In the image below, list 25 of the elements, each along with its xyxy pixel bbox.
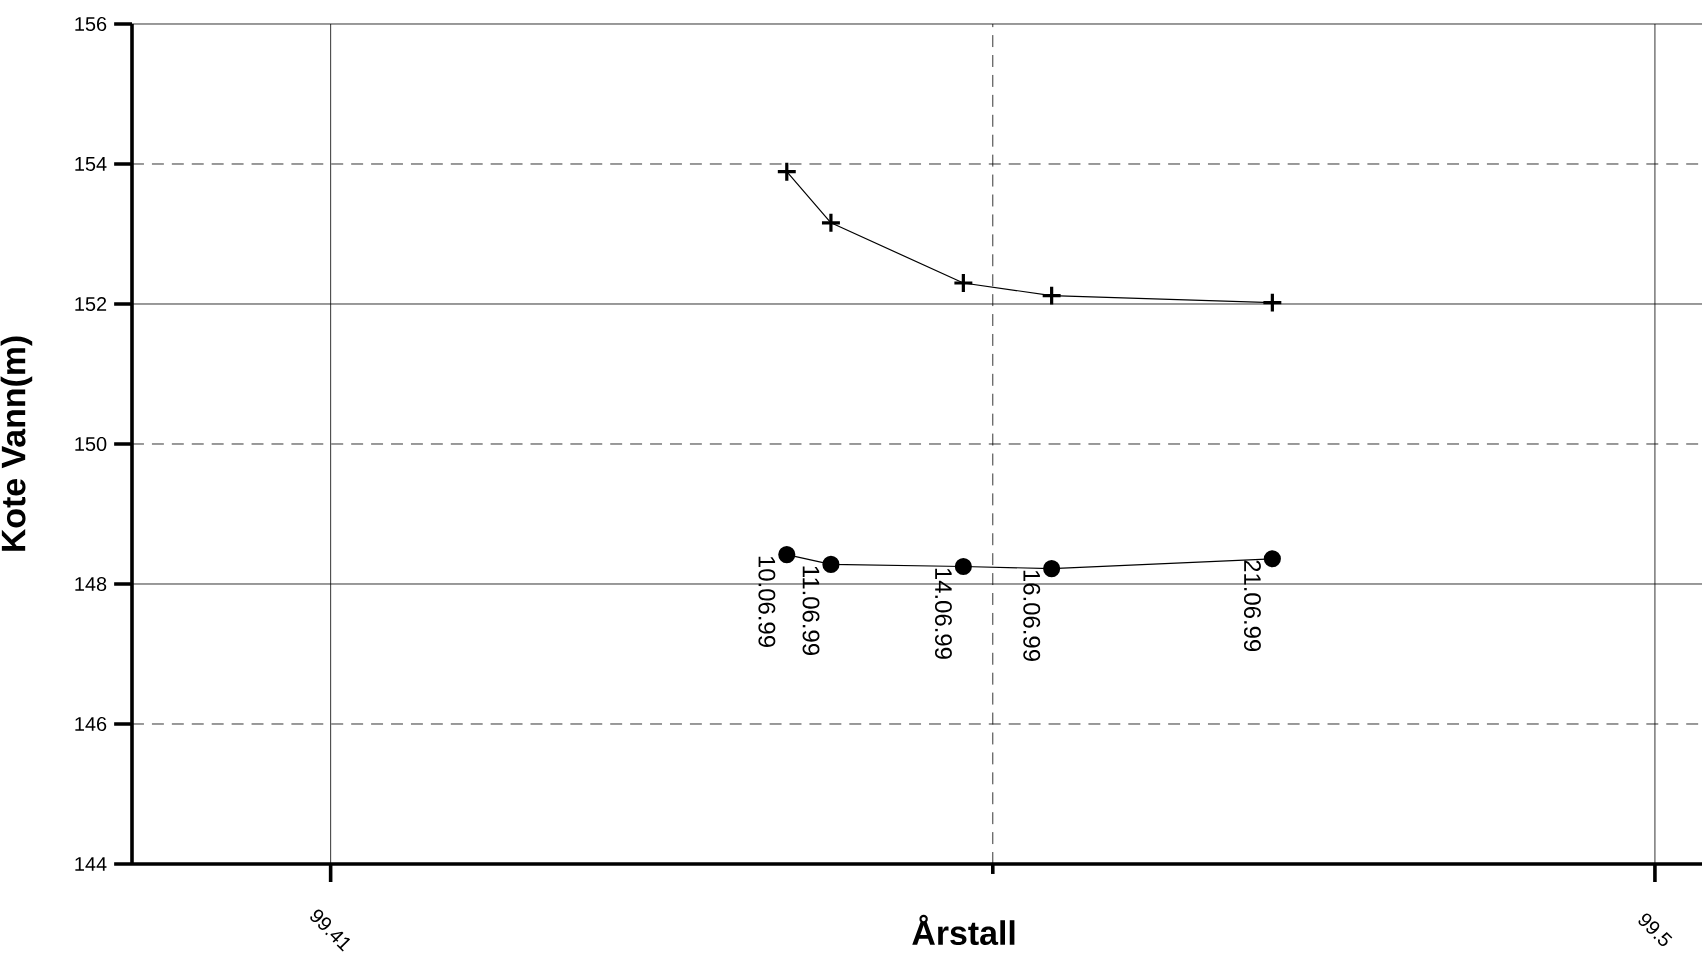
point [822,555,840,573]
annotation: 10.06.99 [758,556,776,647]
point [776,161,798,183]
y-tick-label: 156 [75,16,107,32]
point [1041,285,1063,307]
y-tick-label: 144 [75,857,107,871]
annotation: 16.06.99 [1023,570,1041,661]
x-tick-label: 99.5 [1638,913,1673,947]
annotation: 21.06.99 [1243,560,1261,652]
y-axis-title: Kote Vann(m) [0,336,33,551]
point [954,557,972,576]
y-tick-label: 146 [75,716,107,732]
y-tick-label: 148 [75,576,107,592]
annotation: 11.06.99 [802,566,820,655]
point [1043,560,1061,578]
point [1261,292,1283,314]
point [952,272,974,294]
y-tick-label: 152 [75,296,107,312]
y-tick-label: 150 [75,436,107,452]
point [820,212,842,234]
point [1263,550,1281,568]
x-axis-title: Årstall [912,914,1015,946]
point [778,546,796,564]
y-tick-label: 154 [75,157,107,171]
annotation: 14.06.99 [934,568,952,659]
